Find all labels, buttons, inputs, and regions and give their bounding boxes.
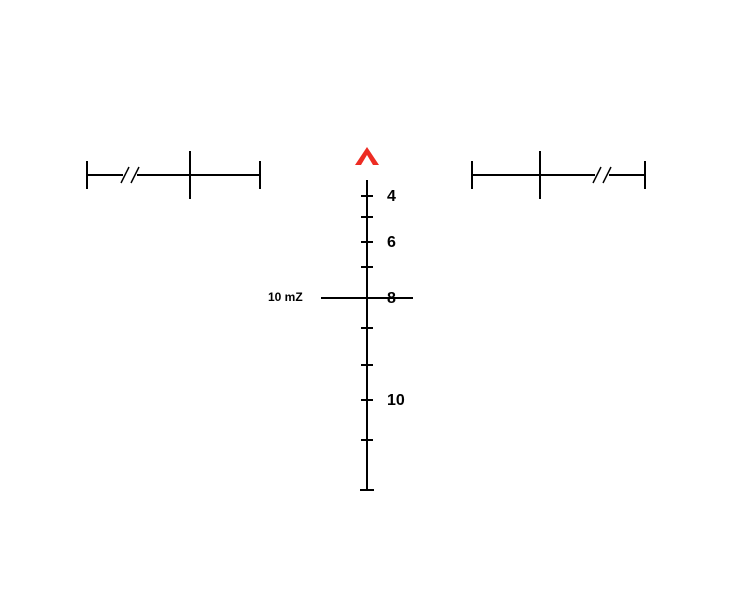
reticle-diagram: 4 6 8 10 10 mZ <box>0 0 734 600</box>
bdc-label-8: 8 <box>387 290 396 307</box>
windage-label: 10 mZ <box>268 290 303 304</box>
bdc-label-4: 4 <box>387 188 396 205</box>
bdc-label-10: 10 <box>387 392 405 409</box>
aim-chevron <box>355 147 379 165</box>
bdc-label-6: 6 <box>387 234 396 251</box>
